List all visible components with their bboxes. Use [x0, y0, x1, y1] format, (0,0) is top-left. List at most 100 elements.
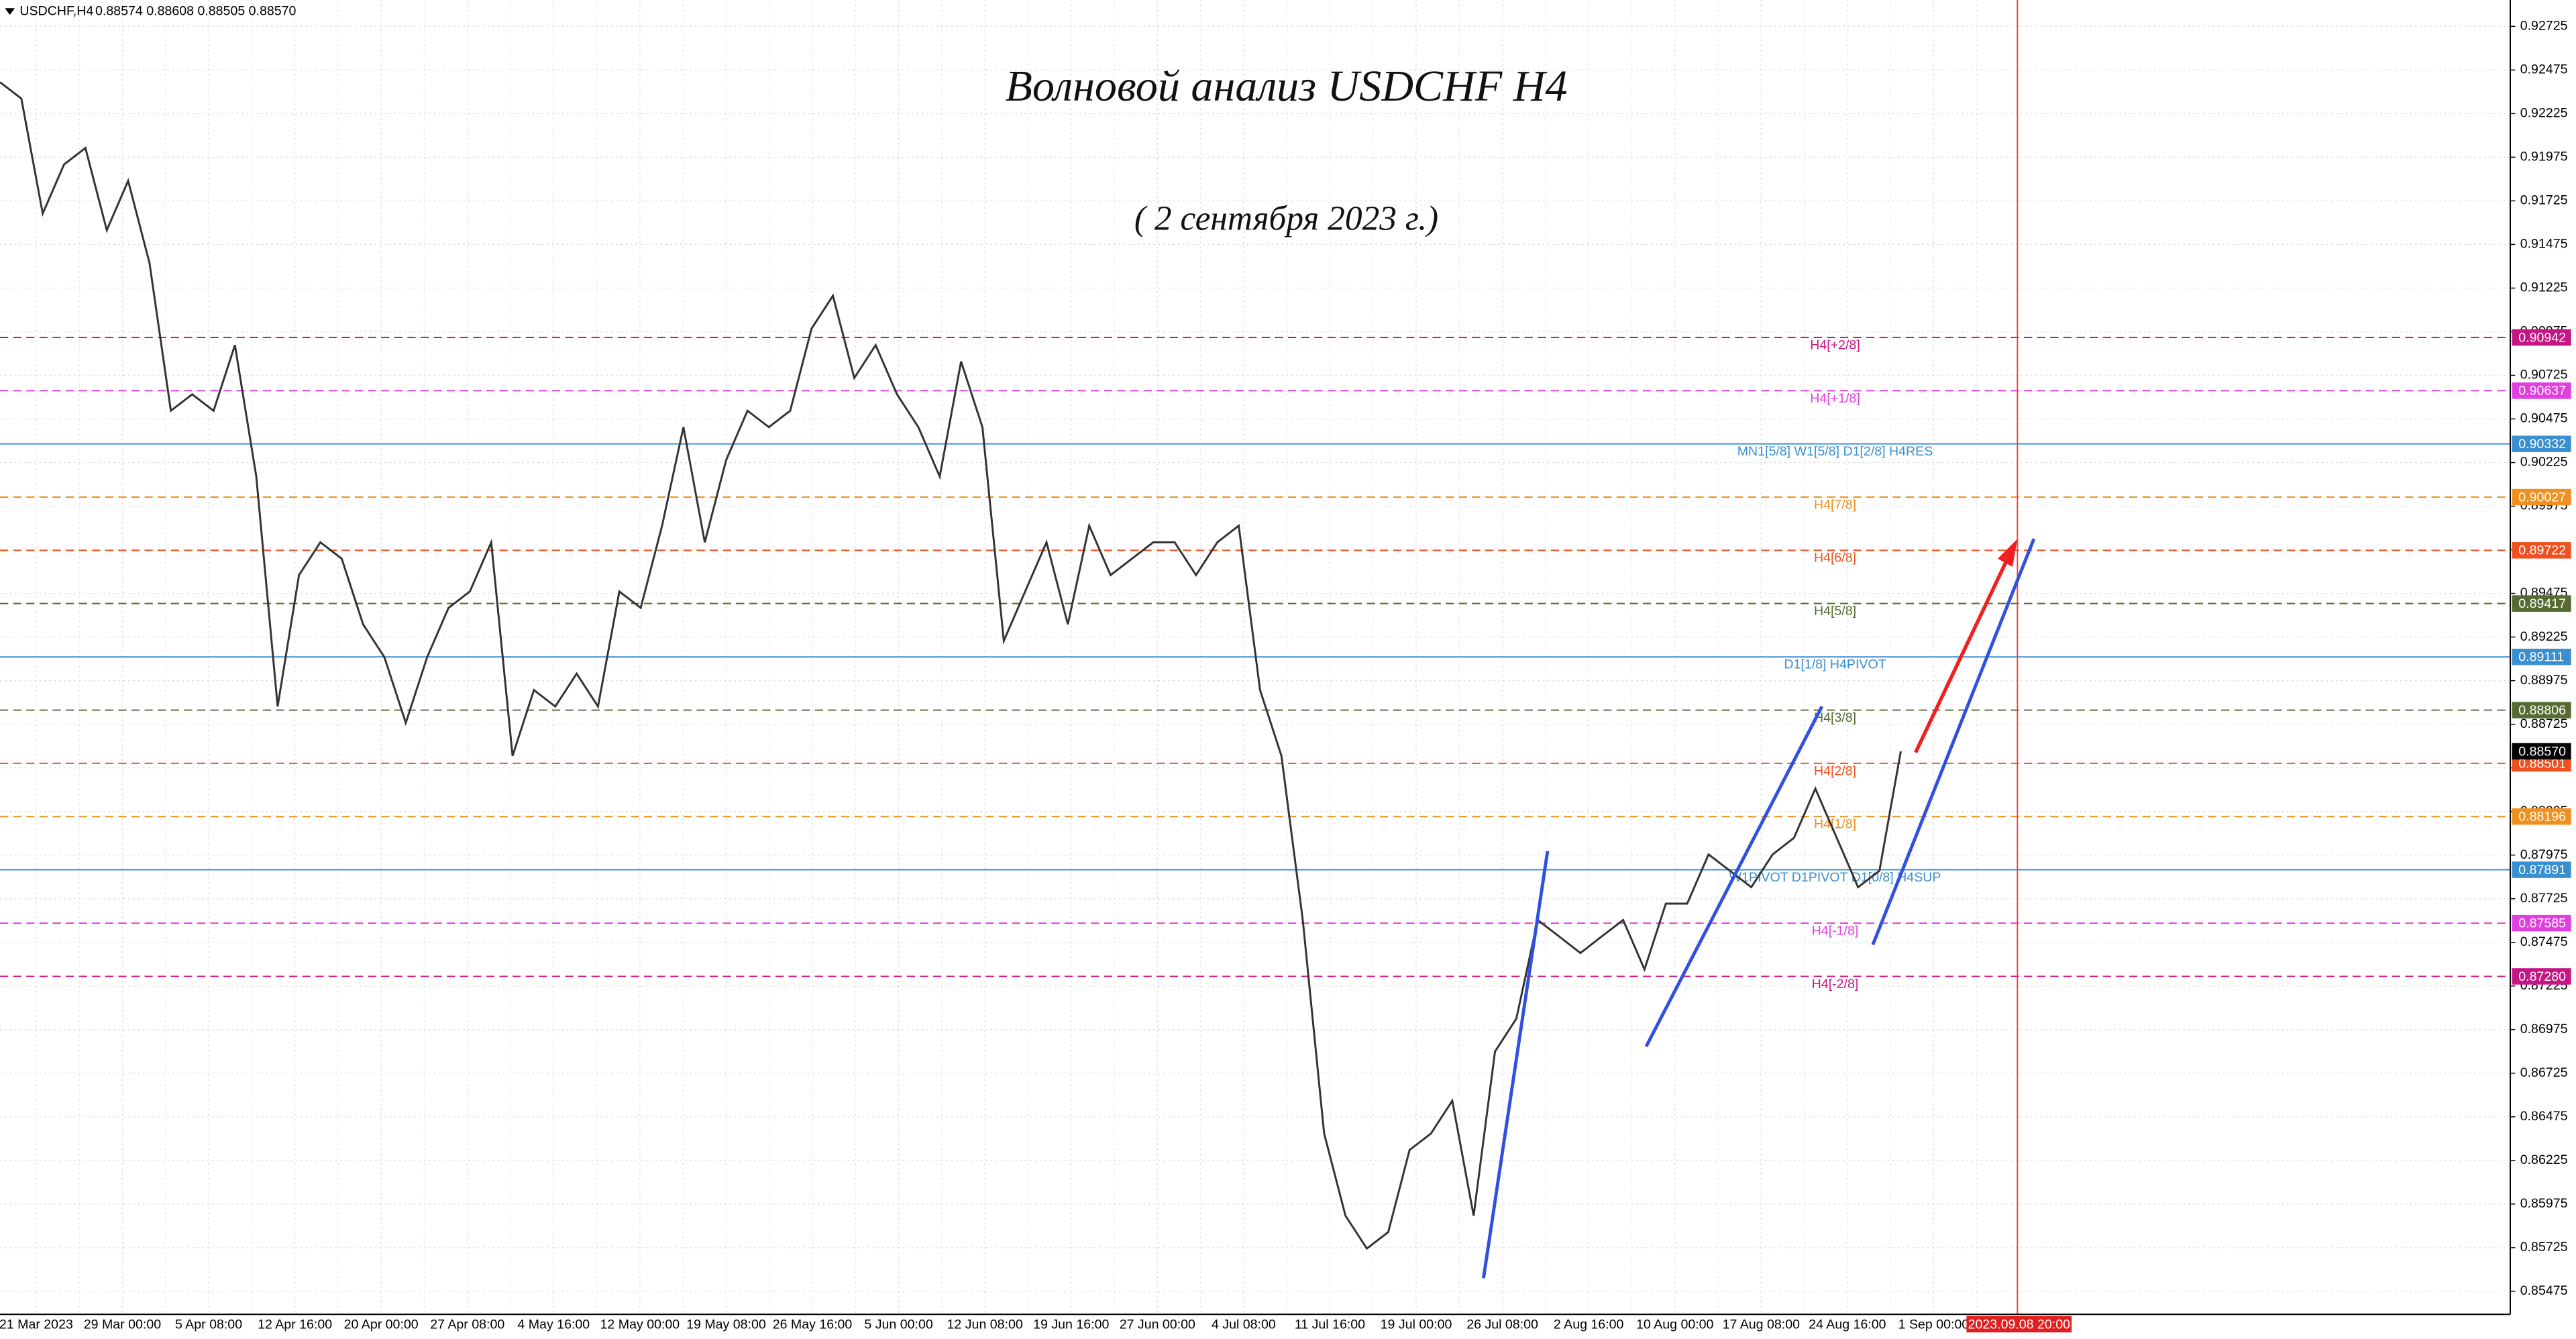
price-box-label: 0.89722 [2518, 543, 2566, 558]
x-tick-label: 26 May 16:00 [773, 1317, 853, 1332]
y-tick-label: 0.92475 [2520, 62, 2568, 77]
wave-line [1482, 851, 1550, 1279]
level-label: H4[-1/8] [1812, 924, 1859, 939]
chart-title: Волновой анализ USDCHF H4 [1005, 62, 1567, 111]
x-tick-label: 4 May 16:00 [517, 1317, 590, 1332]
price-box [2512, 702, 2571, 718]
y-tick-label: 0.86225 [2520, 1153, 2568, 1167]
x-tick-label: 24 Aug 16:00 [1809, 1317, 1886, 1332]
forecast-arrow [1914, 557, 2010, 753]
y-tick-label: 0.91225 [2520, 280, 2568, 295]
x-tick-label: 10 Aug 00:00 [1636, 1317, 1714, 1332]
y-tick-label: 0.90225 [2520, 455, 2568, 470]
x-tick-label: 17 Aug 08:00 [1723, 1317, 1801, 1332]
arrow-head [1997, 539, 2018, 567]
x-tick-label: 27 Apr 08:00 [430, 1317, 504, 1332]
price-box-label: 0.90637 [2518, 384, 2566, 398]
price-box-label: 0.88196 [2518, 810, 2566, 824]
y-tick-label: 0.85725 [2520, 1240, 2568, 1254]
series [0, 81, 1902, 1250]
y-tick-label: 0.85975 [2520, 1196, 2568, 1211]
y-tick-label: 0.90475 [2520, 411, 2568, 426]
y-tick-label: 0.92725 [2520, 18, 2568, 33]
y-tick-label: 0.91725 [2520, 193, 2568, 208]
x-tick-label: 12 Jun 08:00 [947, 1317, 1023, 1332]
x-tick-label: 12 Apr 16:00 [258, 1317, 332, 1332]
price-box [2512, 648, 2571, 665]
x-tick-label: 19 Jul 00:00 [1381, 1317, 1452, 1332]
x-tick-label: 5 Jun 00:00 [864, 1317, 932, 1332]
level-label: H4[6/8] [1814, 551, 1856, 566]
level-label: H4[+2/8] [1810, 337, 1860, 352]
y-tick-label: 0.87725 [2520, 891, 2568, 906]
x-tick-label: 19 Jun 16:00 [1033, 1317, 1109, 1332]
price-box [2512, 861, 2571, 878]
price-box-label: 0.89417 [2518, 596, 2566, 611]
wave-line [1644, 705, 1824, 1048]
price-box [2512, 914, 2571, 932]
level-label: H4[1/8] [1814, 817, 1856, 832]
menu-arrow[interactable] [5, 8, 15, 15]
price-box-label: 0.88501 [2518, 756, 2566, 771]
price-box-label: 0.87280 [2518, 969, 2566, 984]
x-tick-label: 27 Jun 00:00 [1120, 1317, 1195, 1332]
y-tick-label: 0.92225 [2520, 106, 2568, 121]
x-tick-label: 4 Jul 08:00 [1212, 1317, 1276, 1332]
cursor-time: 2023.09.08 20:00 [1968, 1317, 2071, 1332]
price-box-label: 0.90332 [2518, 437, 2566, 451]
x-tick-label: 12 May 00:00 [600, 1317, 680, 1332]
y-tick-label: 0.87975 [2520, 847, 2568, 862]
price-box [2512, 488, 2571, 506]
x-tick-label: 29 Mar 00:00 [84, 1317, 161, 1332]
x-tick-label: 20 Apr 00:00 [344, 1317, 419, 1332]
level-label: W1PIVOT D1PIVOT D1[0/8] H4SUP [1729, 870, 1941, 885]
price-box-label: 0.87585 [2518, 916, 2566, 931]
level-label: H4[3/8] [1814, 710, 1856, 725]
x-tick-label: 11 Jul 16:00 [1295, 1317, 1365, 1332]
y-tick-label: 0.85475 [2520, 1283, 2568, 1298]
level-label: H4[+1/8] [1810, 391, 1860, 406]
level-label: H4[2/8] [1814, 763, 1856, 778]
x-tick-label: 19 May 08:00 [686, 1317, 766, 1332]
price-box [2512, 808, 2571, 825]
quote: 0.88574 0.88608 0.88505 0.88570 [95, 3, 297, 18]
x-tick-label: 26 Jul 08:00 [1466, 1317, 1538, 1332]
price-box [2512, 382, 2571, 399]
y-tick-label: 0.91975 [2520, 150, 2568, 164]
price-box [2512, 329, 2571, 346]
y-tick-label: 0.89225 [2520, 629, 2568, 644]
price-box [2512, 595, 2571, 612]
y-tick-label: 0.88725 [2520, 716, 2568, 731]
chart-subtitle: ( 2 сентября 2023 г.) [1134, 199, 1438, 237]
x-tick-label: 5 Apr 08:00 [175, 1317, 242, 1332]
y-tick-label: 0.86725 [2520, 1065, 2568, 1080]
y-tick-label: 0.86975 [2520, 1022, 2568, 1036]
price-box-label: 0.88806 [2518, 703, 2566, 718]
levels: H4[+2/8] 0.90942 H4[+1/8] 0.90637 MN1[5/8] W… [0, 329, 2571, 992]
symbol: USDCHF,H4 [19, 3, 93, 18]
y-tick-label: 0.86475 [2520, 1109, 2568, 1124]
y-tick-label: 0.91475 [2520, 237, 2568, 252]
price-box-label: 0.87891 [2518, 863, 2566, 877]
y-tick-label: 0.90725 [2520, 368, 2568, 382]
price-box [2512, 542, 2571, 559]
current-price-label: 0.88570 [2518, 744, 2566, 759]
y-tick-label: 0.88975 [2520, 673, 2568, 688]
x-tick-label: 1 Sep 00:00 [1898, 1317, 1970, 1332]
price-box-label: 0.90942 [2518, 330, 2566, 345]
level-label: H4[-2/8] [1812, 977, 1859, 992]
price-box [2512, 968, 2571, 985]
level-label: MN1[5/8] W1[5/8] D1[2/8] H4RES [1737, 444, 1933, 459]
price-box [2512, 435, 2571, 452]
wave-line [1871, 538, 2036, 946]
level-label: D1[1/8] H4PIVOT [1784, 657, 1886, 672]
price-box-label: 0.90027 [2518, 490, 2566, 504]
current-price-box [2512, 743, 2571, 760]
level-label: H4[7/8] [1814, 497, 1856, 512]
level-label: H4[5/8] [1814, 604, 1856, 619]
price-box-label: 0.89111 [2518, 650, 2564, 665]
cursor-time-box [1966, 1316, 2072, 1333]
price-line [0, 81, 1902, 1250]
